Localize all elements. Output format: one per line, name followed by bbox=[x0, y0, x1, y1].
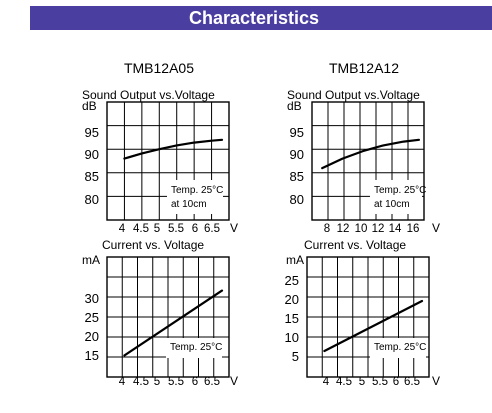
x-tick-label: 4 bbox=[323, 376, 330, 388]
x-tick-label: 5.5 bbox=[168, 376, 184, 388]
y-tick-label: 90 bbox=[290, 147, 304, 162]
y-tick-label: 25 bbox=[285, 273, 299, 288]
y-tick-label: 25 bbox=[85, 310, 99, 325]
x-tick-label: 4.5 bbox=[133, 223, 149, 235]
x-tick-label: 14 bbox=[389, 223, 402, 235]
note-text: Temp. 25°C bbox=[374, 342, 426, 353]
y-tick-label: 80 bbox=[85, 192, 99, 207]
x-unit-label: V bbox=[230, 374, 238, 388]
note-text: Temp. 25°C bbox=[171, 185, 223, 196]
y-tick-label: 10 bbox=[285, 330, 299, 345]
y-tick-label: 15 bbox=[85, 348, 99, 363]
note-text: Temp. 25°C bbox=[170, 342, 222, 353]
x-tick-label: 5 bbox=[154, 376, 160, 388]
note-background bbox=[370, 338, 426, 358]
y-tick-label: 15 bbox=[285, 311, 299, 326]
chart-title: Sound Output vs.Voltage bbox=[82, 88, 215, 102]
plot-frame bbox=[311, 101, 425, 221]
plot-frame bbox=[106, 256, 230, 378]
series-line bbox=[123, 138, 224, 160]
x-tick-label: 6 bbox=[192, 376, 198, 388]
note-text: Temp. 25°C bbox=[374, 185, 426, 196]
chart-title: Sound Output vs.Voltage bbox=[287, 88, 420, 102]
y-tick-label: 20 bbox=[285, 292, 299, 307]
x-tick-label: 4 bbox=[119, 376, 126, 388]
x-tick-label: 12 bbox=[372, 223, 385, 235]
note-background bbox=[166, 338, 222, 358]
x-tick-label: 5.5 bbox=[168, 223, 184, 235]
x-unit-label: V bbox=[432, 374, 440, 388]
y-tick-label: 85 bbox=[85, 169, 99, 184]
y-axis-label: dB bbox=[287, 99, 302, 113]
x-tick-label: 6 bbox=[393, 376, 399, 388]
series-line bbox=[323, 299, 424, 353]
x-tick-label: 5 bbox=[154, 223, 160, 235]
x-unit-label: V bbox=[230, 221, 238, 235]
column-title-tmb12a12: TMB12A12 bbox=[328, 60, 400, 76]
y-tick-label: 95 bbox=[85, 125, 99, 140]
series-line bbox=[123, 289, 224, 357]
page-title: Characteristics bbox=[188, 8, 320, 28]
note-text: at 10cm bbox=[374, 199, 410, 210]
chart-title: Current vs. Voltage bbox=[102, 238, 204, 252]
y-tick-label: 90 bbox=[85, 147, 99, 162]
y-tick-label: 30 bbox=[85, 291, 99, 306]
plot-frame bbox=[106, 101, 230, 221]
x-tick-label: 6.5 bbox=[404, 376, 420, 388]
x-tick-label: 6 bbox=[192, 223, 198, 235]
y-tick-label: 80 bbox=[290, 192, 304, 207]
x-tick-label: 5.5 bbox=[372, 376, 388, 388]
y-tick-label: 85 bbox=[290, 169, 304, 184]
y-tick-label: 5 bbox=[292, 349, 299, 364]
chart-title: Current vs. Voltage bbox=[304, 238, 406, 252]
note-background bbox=[167, 180, 223, 214]
note-text: at 10cm bbox=[171, 199, 207, 210]
y-tick-label: 20 bbox=[85, 329, 99, 344]
y-axis-label: dB bbox=[82, 99, 97, 113]
y-axis-label: mA bbox=[286, 253, 304, 267]
x-tick-label: 5 bbox=[359, 376, 365, 388]
x-tick-label: 4.5 bbox=[336, 376, 352, 388]
x-tick-label: 4 bbox=[119, 223, 126, 235]
x-tick-label: 8 bbox=[324, 223, 330, 235]
x-tick-label: 12 bbox=[337, 223, 350, 235]
plot-frame bbox=[306, 256, 430, 378]
column-title-tmb12a05: TMB12A05 bbox=[123, 60, 195, 76]
x-tick-label: 10 bbox=[355, 223, 368, 235]
x-tick-label: 6.5 bbox=[204, 223, 220, 235]
header-banner: Characteristics bbox=[30, 6, 492, 30]
x-tick-label: 4.5 bbox=[133, 376, 149, 388]
y-axis-label: mA bbox=[82, 253, 100, 267]
note-background bbox=[370, 180, 422, 214]
y-tick-label: 95 bbox=[290, 125, 304, 140]
x-tick-label: 6.5 bbox=[204, 376, 220, 388]
x-unit-label: V bbox=[432, 221, 440, 235]
x-tick-label: 16 bbox=[407, 223, 420, 235]
series-line bbox=[321, 138, 420, 170]
